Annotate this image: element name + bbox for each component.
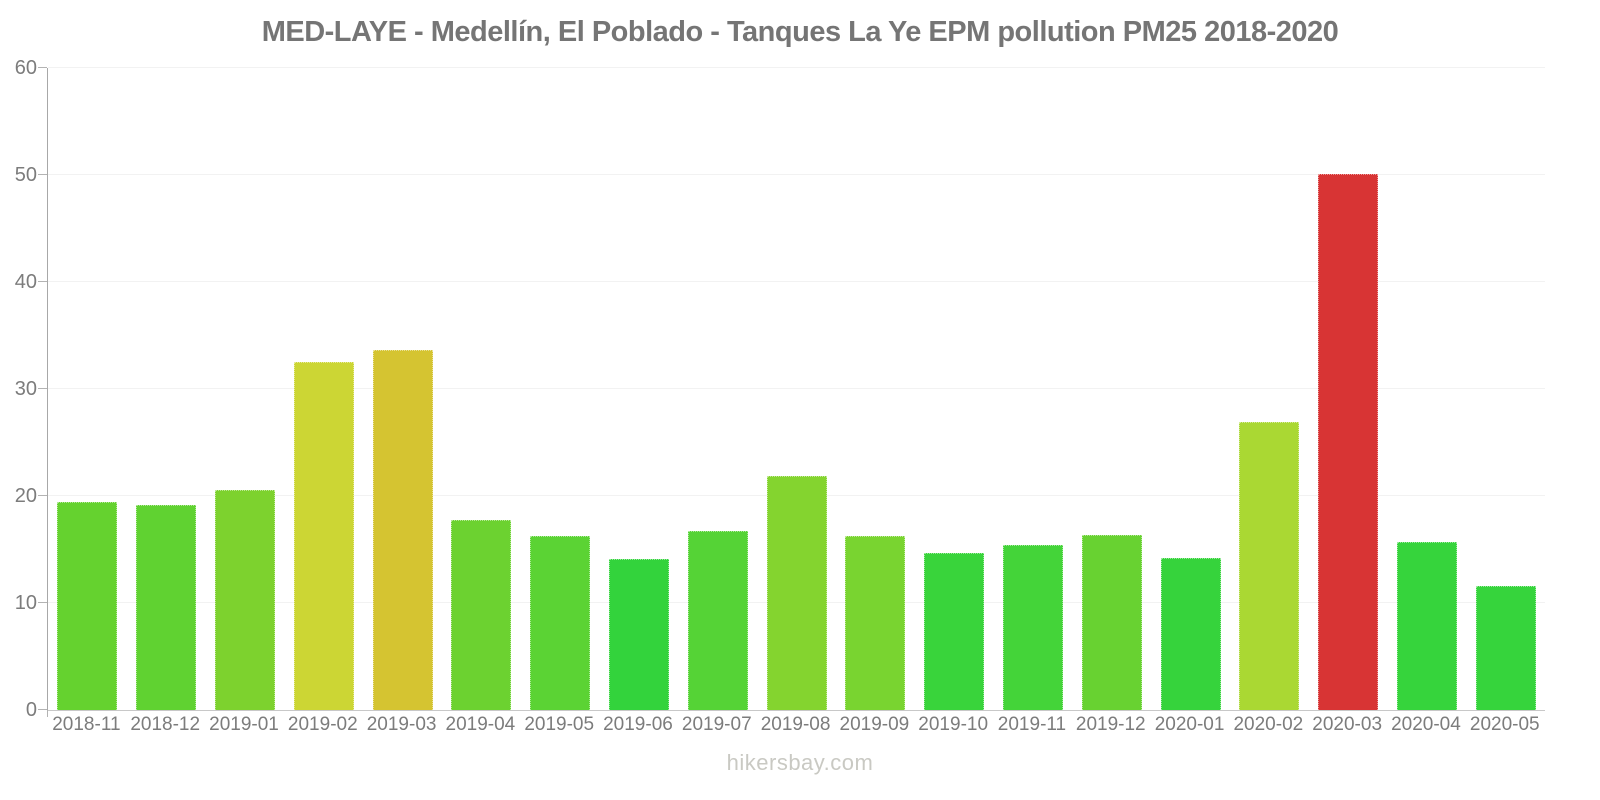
x-tick-label-2019-01: 2019-01 bbox=[209, 714, 279, 735]
bar-2020-04 bbox=[1396, 542, 1457, 710]
bar-band-2020-03 bbox=[1309, 68, 1388, 710]
bar-band-2019-04 bbox=[442, 68, 521, 710]
bar-2019-01 bbox=[214, 489, 275, 710]
bar-2020-01 bbox=[1160, 558, 1221, 710]
y-tick-40 bbox=[38, 281, 47, 282]
x-axis-labels: 2018-11 2018-12 2019-01 2019-02 2019-03 2019-… bbox=[47, 714, 1544, 736]
watermark: hikersbay.com bbox=[726, 750, 874, 775]
origin-tick bbox=[47, 710, 48, 717]
x-tick-label-2020-03: 2020-03 bbox=[1312, 714, 1383, 735]
plot-area: 0 10 20 30 40 50 60 bbox=[15, 58, 1545, 720]
bar-band-2020-04 bbox=[1388, 68, 1467, 710]
bar-band-2020-02 bbox=[1230, 68, 1309, 710]
bar-2019-03 bbox=[372, 350, 433, 710]
bar-band-2018-11 bbox=[48, 68, 127, 710]
bar-band-2019-07 bbox=[678, 68, 757, 710]
bar-2019-12 bbox=[1081, 534, 1142, 710]
bar-band-2019-01 bbox=[206, 68, 285, 710]
bar-band-2019-06 bbox=[600, 68, 679, 710]
gridline-30 bbox=[48, 388, 1545, 389]
bar-2018-12 bbox=[136, 504, 197, 710]
bar-2020-03 bbox=[1318, 173, 1379, 710]
bar-band-2019-08 bbox=[757, 68, 836, 710]
bar-2020-05 bbox=[1475, 585, 1536, 710]
bar-2019-11 bbox=[1002, 545, 1063, 710]
x-tick-label-2019-04: 2019-04 bbox=[445, 714, 516, 735]
bar-band-2019-10 bbox=[915, 68, 994, 710]
y-tick-label-10: 10 bbox=[14, 592, 37, 615]
bar-2019-02 bbox=[293, 362, 354, 710]
gridline-50 bbox=[48, 174, 1545, 175]
x-tick-label-2019-05: 2019-05 bbox=[524, 714, 595, 735]
x-tick-label-2019-03: 2019-03 bbox=[366, 714, 437, 735]
y-tick-10 bbox=[38, 602, 47, 603]
x-tick-label-2020-05: 2020-05 bbox=[1469, 714, 1540, 735]
bar-series bbox=[48, 68, 1545, 710]
bar-band-2019-09 bbox=[836, 68, 915, 710]
bar-band-2019-03 bbox=[363, 68, 442, 710]
y-tick-60 bbox=[38, 67, 47, 68]
bar-band-2019-12 bbox=[1072, 68, 1151, 710]
bar-2019-04 bbox=[451, 519, 512, 710]
x-tick-label-2020-01: 2020-01 bbox=[1154, 714, 1225, 735]
x-tick-label-2018-11: 2018-11 bbox=[52, 714, 121, 735]
x-tick-label-2019-12: 2019-12 bbox=[1075, 714, 1146, 735]
x-tick-label-2019-06: 2019-06 bbox=[603, 714, 673, 735]
bar-2019-06 bbox=[608, 559, 669, 710]
y-tick-20 bbox=[38, 495, 47, 496]
x-tick-label-2019-02: 2019-02 bbox=[287, 714, 358, 735]
bar-2019-09 bbox=[845, 535, 906, 710]
bar-2019-08 bbox=[766, 475, 827, 710]
y-tick-label-20: 20 bbox=[14, 485, 37, 508]
y-tick-label-0: 0 bbox=[25, 699, 37, 721]
bar-2019-05 bbox=[530, 535, 591, 710]
x-tick-label-2019-11: 2019-11 bbox=[997, 714, 1067, 735]
y-tick-0 bbox=[38, 709, 47, 710]
x-tick-label-2019-10: 2019-10 bbox=[918, 714, 989, 735]
y-tick-label-50: 50 bbox=[14, 164, 37, 186]
bar-2018-11 bbox=[57, 502, 118, 710]
x-tick-label-2019-08: 2019-08 bbox=[760, 714, 831, 735]
chart-title: MED-LAYE - Medellín, El Poblado - Tanque… bbox=[261, 16, 1339, 48]
y-tick-label-30: 30 bbox=[14, 378, 37, 400]
y-tick-label-60: 60 bbox=[14, 57, 37, 79]
x-tick-label-2020-02: 2020-02 bbox=[1233, 714, 1304, 735]
bar-band-2020-01 bbox=[1151, 68, 1230, 710]
bar-band-2018-12 bbox=[127, 68, 206, 710]
bar-band-2019-11 bbox=[994, 68, 1073, 710]
bar-band-2019-02 bbox=[284, 68, 363, 710]
bar-band-2020-05 bbox=[1466, 68, 1545, 710]
x-tick-label-2019-09: 2019-09 bbox=[839, 714, 910, 735]
x-tick-label-2019-07: 2019-07 bbox=[681, 714, 752, 735]
bar-2019-07 bbox=[687, 531, 748, 710]
y-tick-50 bbox=[38, 174, 47, 175]
x-tick-label-2018-12: 2018-12 bbox=[130, 714, 201, 735]
bar-2019-10 bbox=[924, 552, 985, 710]
y-tick-label-40: 40 bbox=[14, 271, 37, 294]
gridline-40 bbox=[48, 281, 1545, 282]
bar-2020-02 bbox=[1239, 422, 1300, 710]
gridline-60 bbox=[48, 67, 1545, 68]
y-tick-30 bbox=[38, 388, 47, 389]
x-tick-label-2020-04: 2020-04 bbox=[1391, 714, 1461, 735]
bar-band-2019-05 bbox=[521, 68, 600, 710]
